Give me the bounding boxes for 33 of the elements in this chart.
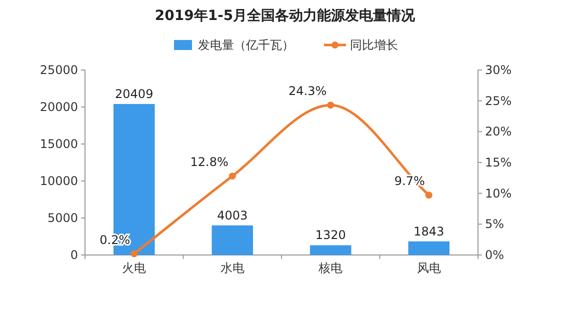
y-tick-label: 15000 xyxy=(40,137,78,151)
chart-title: 2019年1-5月全国各动力能源发电量情况 xyxy=(154,8,416,24)
legend-label: 发电量（亿千瓦） xyxy=(198,38,294,52)
data-label: 1843 xyxy=(414,224,444,238)
x-tick-label: 水电 xyxy=(220,261,244,275)
point xyxy=(425,192,432,199)
y2-tick-label: 0% xyxy=(485,248,504,262)
x-tick-label: 火电 xyxy=(122,261,146,275)
y-tick-label: 25000 xyxy=(40,63,78,77)
point xyxy=(130,250,138,258)
data-label: 24.3% xyxy=(288,84,327,98)
x-tick-label: 核电 xyxy=(318,261,343,275)
point xyxy=(228,172,236,180)
y2-tick-label: 30% xyxy=(485,63,512,77)
data-label: 1320 xyxy=(315,228,346,242)
y-tick-label: 5000 xyxy=(47,211,78,225)
data-label: 12.8% xyxy=(190,155,228,170)
data-label: 4003 xyxy=(217,208,248,222)
data-label: 20409 xyxy=(115,86,154,101)
y-tick-label: 20000 xyxy=(40,100,78,114)
bar xyxy=(212,225,254,255)
y-tick-label: 10000 xyxy=(40,174,78,188)
bar xyxy=(310,245,352,255)
bar xyxy=(408,241,450,255)
legend-label: 同比增长 xyxy=(350,38,398,52)
y2-tick-label: 15% xyxy=(485,156,512,170)
y-tick-label: 0 xyxy=(70,248,78,262)
y2-tick-label: 10% xyxy=(485,186,512,200)
y2-tick-label: 25% xyxy=(485,94,512,108)
y2-tick-label: 20% xyxy=(485,124,512,139)
x-tick-label: 风电 xyxy=(416,261,441,275)
y2-tick-label: 5% xyxy=(485,217,504,232)
point xyxy=(327,102,334,109)
